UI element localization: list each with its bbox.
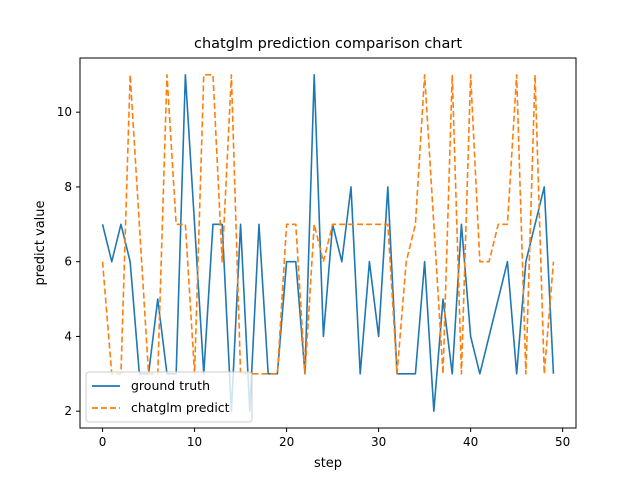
- chart-title: chatglm prediction comparison chart: [194, 36, 462, 52]
- y-tick-label: 4: [64, 329, 72, 343]
- x-tick-label: 20: [279, 435, 294, 449]
- y-axis-ticks: 2 4 6 8 10: [57, 105, 80, 418]
- x-tick-label: 0: [99, 435, 107, 449]
- y-tick-label: 2: [64, 404, 72, 418]
- y-tick-label: 10: [57, 105, 72, 119]
- legend: ground truth chatglm predict: [85, 371, 253, 423]
- legend-label-chatglm-predict: chatglm predict: [131, 400, 230, 415]
- x-tick-label: 40: [463, 435, 478, 449]
- x-axis-ticks: 0 10 20 30 40 50: [99, 428, 570, 449]
- x-axis-label: step: [314, 456, 342, 471]
- series-layer: [101, 74, 555, 412]
- y-tick-label: 8: [64, 180, 72, 194]
- series-line-1: [101, 74, 555, 375]
- series-line-0: [101, 74, 555, 412]
- x-tick-label: 30: [371, 435, 386, 449]
- x-tick-label: 50: [555, 435, 570, 449]
- y-tick-label: 6: [64, 255, 72, 269]
- y-axis-label: predict value: [33, 200, 48, 285]
- x-tick-label: 10: [187, 435, 202, 449]
- legend-label-ground-truth: ground truth: [131, 378, 210, 393]
- plot-frame: [79, 57, 577, 429]
- legend-box: [85, 371, 253, 423]
